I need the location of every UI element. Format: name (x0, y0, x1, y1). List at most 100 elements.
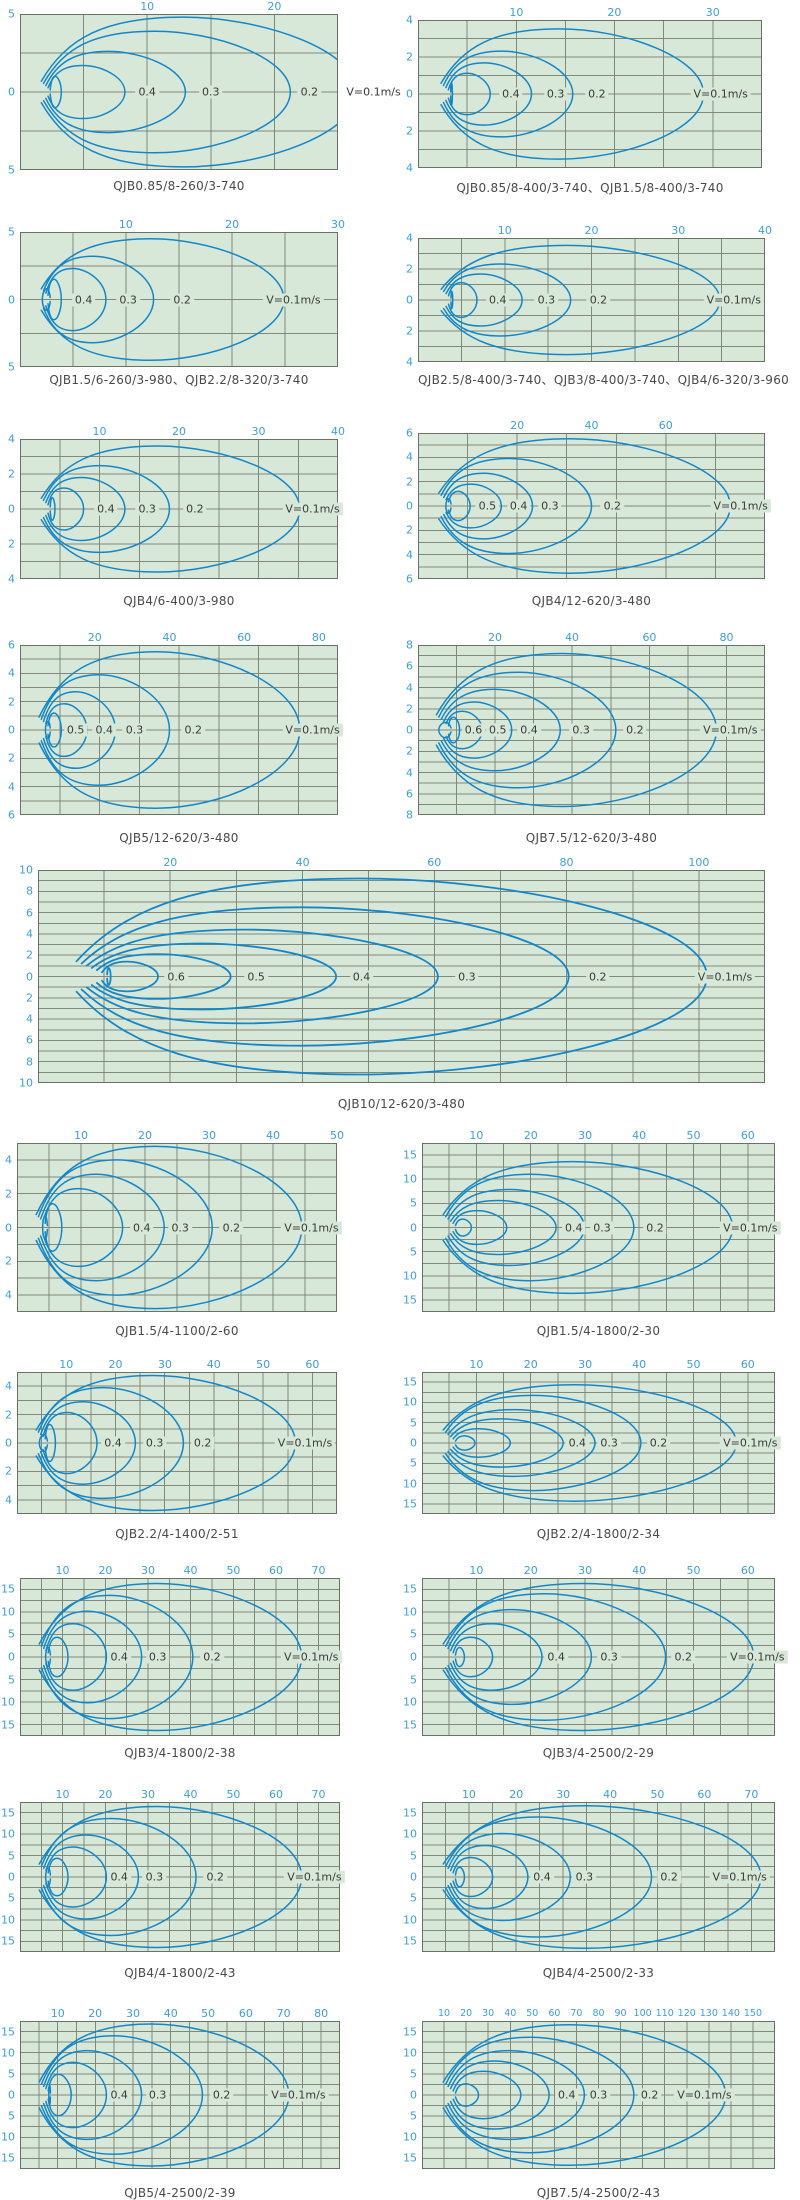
y-tick-label: 10 (403, 1827, 417, 1841)
y-tick-label: 2 (5, 1464, 12, 1478)
y-tick-label: 5 (8, 1849, 15, 1863)
y-tick-label: 2 (8, 695, 15, 709)
contour-value-label: 0.3 (597, 1436, 621, 1450)
x-tick-label: 40 (603, 1788, 618, 1801)
contour-value-label: 0.5 (63, 723, 88, 737)
velocity-label: V=0.1m/s (700, 723, 761, 737)
x-tick-label: 60 (548, 2008, 561, 2019)
y-tick-label: 4 (406, 766, 413, 779)
x-tick-label: 70 (311, 1564, 326, 1577)
x-tick-label: 40 (504, 2008, 517, 2019)
y-tick-label: 2 (406, 50, 413, 64)
x-tick-label: 10 (497, 224, 512, 237)
contour-curve-inner (47, 1636, 69, 1678)
chart-caption: QJB0.85/8-260/3-740 (113, 179, 245, 193)
contour-value-label: 0.4 (94, 502, 118, 516)
y-tick-label: 15 (403, 1582, 417, 1596)
x-tick-label: 10 (55, 1564, 70, 1577)
x-tick-label: 70 (570, 2008, 583, 2019)
y-tick-label: 4 (5, 1379, 12, 1393)
x-tick-label: 20 (584, 224, 599, 237)
contour-curve-0.4 (45, 1623, 108, 1691)
contour-value-label: 0.2 (203, 1870, 227, 1884)
x-tick-label: 110 (655, 2008, 674, 2019)
x-tick-label: 10 (140, 0, 155, 13)
contour-value-label: 0.4 (486, 293, 510, 307)
contour-value-label: 0.2 (585, 87, 609, 101)
y-tick-label: 10 (19, 1076, 33, 1090)
contour-curve-0.3 (440, 688, 562, 772)
chart-caption: QJB1.5/6-260/3-980、QJB2.2/8-320/3-740 (49, 373, 309, 387)
x-tick-label: 20 (98, 1788, 113, 1801)
contour-curve-0.2 (80, 906, 570, 1047)
x-tick-label: 40 (266, 1129, 280, 1142)
y-tick-label: 4 (8, 780, 15, 794)
y-tick-label: 10 (403, 2130, 417, 2144)
velocity-label: V=0.1m/s (282, 502, 343, 516)
x-tick-label: 60 (658, 419, 673, 432)
contour-value-label: 0.2 (209, 2088, 234, 2102)
y-tick-label: 10 (1, 1913, 15, 1927)
contour-curve-0.4 (442, 701, 513, 759)
x-tick-label: 80 (559, 856, 574, 869)
contour-curve-0.2 (444, 1593, 667, 1721)
x-tick-label: 50 (226, 1564, 241, 1577)
y-tick-label: 0 (410, 1650, 417, 1664)
contour-curve-0.2 (444, 1394, 642, 1492)
y-tick-label: 2 (8, 467, 15, 481)
velocity-label: V=0.1m/s (690, 87, 751, 101)
x-tick-label: 60 (642, 631, 657, 644)
contour-value-label: 0.4 (71, 293, 96, 306)
contour-value-label: 0.2 (219, 1221, 244, 1234)
y-tick-label: 10 (403, 1913, 417, 1927)
y-tick-label: 5 (410, 1673, 417, 1687)
x-tick-label: 80 (314, 2007, 329, 2020)
plot-border (422, 1802, 775, 1952)
y-tick-label: 10 (403, 1395, 417, 1409)
contour-curve-0.4 (447, 281, 478, 319)
contour-value-label: 0.4 (499, 87, 523, 101)
chart-caption: QJB7.5/4-2500/2-43 (536, 2186, 661, 2200)
y-tick-label: 5 (8, 163, 15, 177)
y-tick-label: 10 (403, 1477, 417, 1491)
velocity-label: V=0.1m/s (727, 1650, 788, 1664)
x-tick-label: 140 (721, 2008, 740, 2019)
contour-value-label: 0.4 (107, 1650, 131, 1664)
plot-area (20, 2021, 340, 2169)
x-tick-label: 30 (556, 1788, 571, 1801)
chart-panel: 10 20 30 40 50 60 70 15 10 5 0 5 10 15 0.4 0.3 0.2 V=0.1m… (1, 1565, 342, 1760)
x-tick-label: 60 (740, 1358, 755, 1371)
y-tick-label: 5 (8, 1627, 15, 1641)
y-tick-label: 6 (8, 808, 15, 822)
chart-caption: QJB0.85/8-400/3-740、QJB1.5/8-400/3-740 (456, 181, 724, 195)
contour-curve-0.2 (37, 1386, 185, 1500)
x-tick-label: 100 (633, 2008, 652, 2019)
chart-panel: 10 20 30 40 50 4 2 0 2 4 0.4 0.3 0.2 V=0.1m/s QJB1.5/4… (5, 1130, 344, 1338)
plot-border (20, 232, 338, 367)
chart-panel: 10 20 30 40 50 60 4 2 0 2 4 0.4 0.3 0.2 V=0.1m/s QJB2.2… (5, 1359, 337, 1541)
chart-caption: QJB10/12-620/3-480 (337, 1097, 466, 1111)
y-tick-label: 0 (410, 1221, 417, 1234)
contour-value-label: 0.5 (486, 723, 510, 737)
x-tick-label: 40 (183, 1788, 198, 1801)
y-tick-label: 5 (410, 1849, 417, 1863)
chart-panel: 10 20 30 40 50 60 70 15 10 5 0 5 10 15 0.4 0.3 0.2 V=0.1m… (1, 1789, 345, 1980)
contour-value-label: 0.3 (116, 293, 140, 306)
plot-border (418, 645, 765, 815)
y-tick-label: 5 (410, 1245, 417, 1259)
contour-curve-0.3 (45, 50, 187, 134)
y-tick-label: 0 (8, 85, 15, 99)
y-tick-label: 10 (403, 1695, 417, 1709)
contour-value-label: 0.4 (101, 1436, 125, 1450)
y-tick-label: 15 (403, 1293, 417, 1307)
contour-curve-0.4 (45, 1846, 108, 1908)
contour-value-label: 0.2 (671, 1650, 695, 1664)
x-tick-label: 20 (172, 425, 186, 438)
contour-value-label: 0.2 (623, 723, 647, 737)
chart-panel: 10 20 30 40 50 60 15 10 5 0 5 10 15 0.4 0.3 0.2 V=0.1m/s… (403, 1565, 788, 1760)
contour-curve-inner (454, 1646, 466, 1668)
y-tick-label: 8 (406, 808, 413, 822)
x-tick-label: 50 (686, 1564, 701, 1577)
y-tick-label: 10 (403, 2046, 417, 2060)
y-tick-label: 5 (8, 2067, 15, 2081)
